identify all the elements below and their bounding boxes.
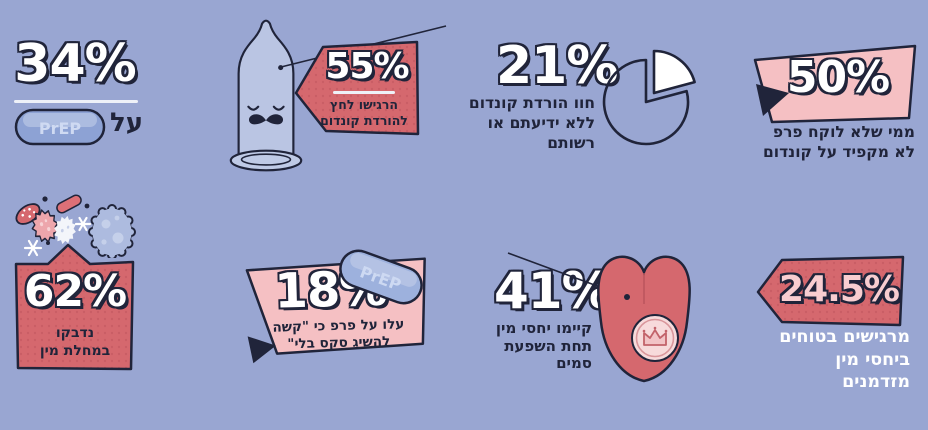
card-no-condom: 50% — [742, 42, 920, 126]
arrow-badge-shape — [294, 40, 420, 136]
label-line: קיימו יחסי מין — [495, 319, 592, 337]
germs-icon — [15, 194, 136, 258]
divider-line — [14, 100, 138, 103]
label-line: ללא ידיעתם או — [487, 114, 595, 132]
tongue-icon — [597, 255, 691, 383]
germ-capsule — [56, 194, 82, 214]
snowflake-icon — [23, 239, 43, 257]
stat-value-no-condom: 50% — [786, 52, 890, 103]
prep-pill-icon: PrEP — [339, 249, 423, 305]
prep-pill-icon: PrEP — [14, 108, 106, 146]
label-line: להורדת קונדום — [320, 112, 408, 128]
stat-value-sti: 62% — [23, 266, 127, 317]
arrow-badge-shape — [756, 255, 905, 327]
stat-value-condom-pressure: 55% — [325, 46, 409, 87]
label-line: במחלת מין — [39, 343, 111, 359]
label-line: מרגישים בטוחים — [779, 327, 910, 347]
speech-badge-shape — [14, 243, 135, 371]
badge-casual-safety: 24.5% — [755, 254, 907, 328]
stat-label-drugs: קיימו יחסי מין תחת השפעת סמים — [468, 319, 592, 373]
crown-pill-icon — [631, 314, 679, 362]
stat-value-prep-usage: 34% — [14, 34, 136, 94]
folded-corner — [247, 336, 276, 364]
stat-label-stealthing: חוו הורדת קונדום ללא ידיעתם או רשותם — [462, 93, 595, 153]
badge-underline — [333, 91, 395, 94]
snowflake-icon — [74, 216, 92, 232]
badge-condom-pressure: 55% הרגישו לחץ להורדת קונדום — [293, 38, 421, 138]
pie-chart-icon — [602, 49, 696, 146]
badge-sti: 62% נדבקו במחלת מין — [12, 240, 138, 372]
prep-pill-label: PrEP — [39, 119, 82, 138]
label-line: הרגישו לחץ — [330, 97, 398, 112]
label-line: לא מקפיד על קונדום — [762, 143, 915, 161]
mustache-icon — [248, 114, 284, 125]
closed-eye-left — [247, 105, 260, 111]
label-line: חוו הורדת קונדום — [468, 94, 595, 112]
pie-exploded-slice — [652, 49, 696, 95]
stat-label-condom-pressure: הרגישו לחץ להורדת קונדום — [317, 97, 411, 128]
stat-value-stealthing: 21% — [496, 36, 618, 96]
label-line: רשותם — [547, 134, 595, 152]
label-line: ממי שלא לוקח פרפ — [772, 123, 915, 141]
closed-eye-right — [272, 105, 285, 111]
folded-corner — [756, 84, 789, 116]
label-line: נדבקו — [55, 325, 95, 341]
label-line: ביחסי מין — [835, 349, 910, 370]
stat-label-casual-safety: מרגישים בטוחים ביחסי מין מזדמנים — [742, 326, 910, 394]
stat-value-casual-safety: 24.5% — [779, 269, 900, 310]
label-line: סמים — [556, 354, 592, 372]
stat-label-sti: נדבקו במחלת מין — [20, 324, 130, 360]
condom-icon — [229, 19, 303, 172]
stat-label-prep-reason: עלו על פרפ כי "קשה להשיג סקס בלי" — [258, 316, 419, 354]
label-line: מזדמנים — [842, 372, 910, 392]
stat-label-prep-usage: על — [110, 108, 144, 138]
germ-spiky-pink — [31, 209, 59, 243]
stat-label-no-condom: ממי שלא לוקח פרפ לא מקפיד על קונדום — [740, 122, 915, 162]
stat-value-drugs: 41% — [494, 262, 612, 320]
germ-spiky-white — [54, 215, 76, 245]
folded-card-shape — [753, 44, 917, 124]
label-line: תחת השפעת — [504, 336, 592, 355]
germ-amoeba — [88, 204, 136, 258]
